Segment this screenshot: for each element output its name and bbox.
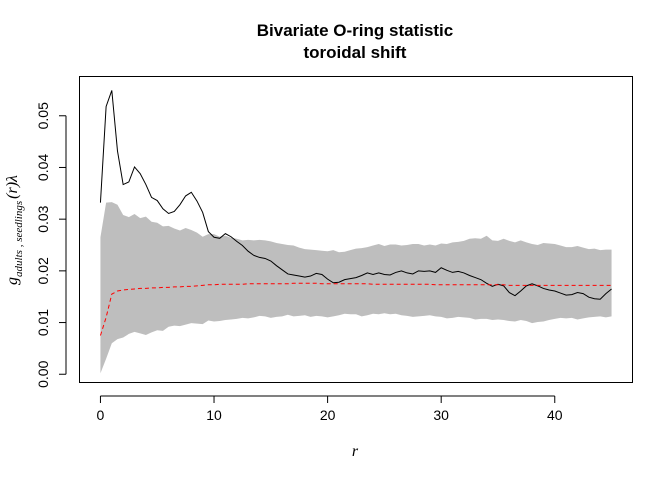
x-tick-label: 0 bbox=[97, 407, 105, 423]
x-tick-label: 40 bbox=[547, 407, 563, 423]
y-axis-label-suffix: (r)λ bbox=[4, 175, 21, 199]
y-tick-label: 0.00 bbox=[35, 360, 51, 387]
y-tick-label: 0.01 bbox=[35, 309, 51, 336]
y-axis-label-main: g bbox=[4, 277, 21, 285]
theoretical-line bbox=[99, 282, 612, 336]
y-axis: 0.00 0.01 0.02 0.03 0.04 0.05 bbox=[35, 102, 67, 388]
y-tick-label: 0.02 bbox=[35, 257, 51, 284]
y-axis-label-subscript: adults , seedlings bbox=[13, 201, 25, 277]
chart-subtitle: toroidal shift bbox=[304, 43, 407, 62]
y-tick-label: 0.03 bbox=[35, 205, 51, 232]
x-tick-label: 10 bbox=[206, 407, 222, 423]
series-layer bbox=[99, 90, 612, 336]
plot-frame bbox=[79, 76, 633, 383]
y-tick-label: 0.05 bbox=[35, 102, 51, 129]
x-tick-label: 30 bbox=[433, 407, 449, 423]
x-axis-label: r bbox=[352, 443, 359, 460]
simulation-envelope bbox=[100, 202, 612, 374]
y-tick-label: 0.04 bbox=[35, 154, 51, 181]
simulation-envelope-layer bbox=[100, 202, 612, 374]
chart-title: Bivariate O-ring statistic bbox=[257, 21, 454, 40]
observed-line bbox=[99, 90, 612, 300]
y-axis-label: gadults , seedlings (r)λ bbox=[4, 175, 25, 285]
x-axis: 0 10 20 30 40 bbox=[97, 395, 563, 423]
x-tick-label: 20 bbox=[320, 407, 336, 423]
